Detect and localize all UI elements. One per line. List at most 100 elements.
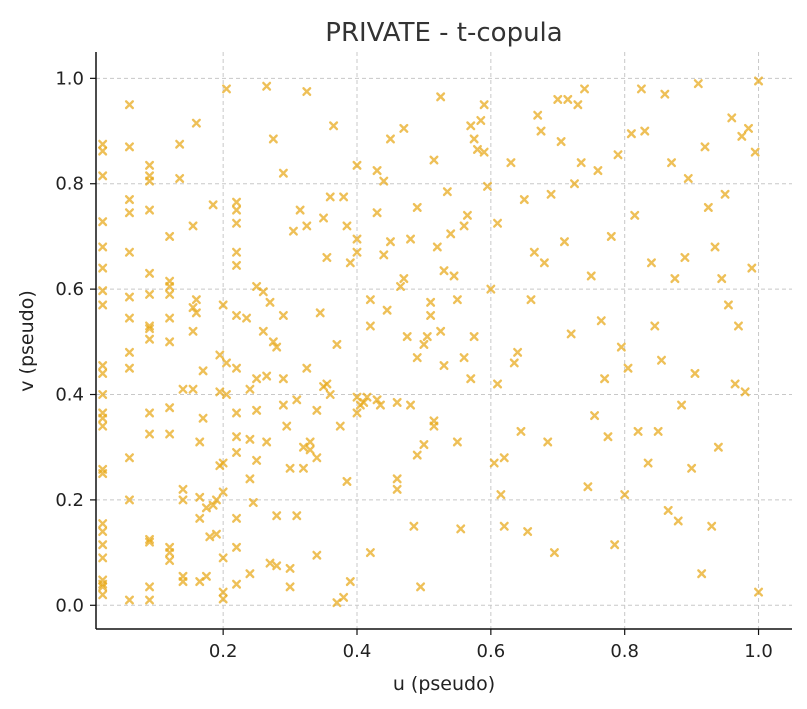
- data-point: [302, 363, 312, 373]
- data-point: [124, 313, 134, 323]
- data-point: [352, 392, 362, 402]
- grid-lines: [96, 52, 792, 629]
- data-point: [258, 326, 268, 336]
- data-point: [469, 332, 479, 342]
- data-point: [319, 213, 329, 223]
- x-tick-label: 0.8: [610, 641, 639, 662]
- data-point: [539, 258, 549, 268]
- data-point: [352, 408, 362, 418]
- data-point: [713, 442, 723, 452]
- data-point: [124, 595, 134, 605]
- data-point: [312, 453, 322, 463]
- data-point: [215, 350, 225, 360]
- data-point: [446, 229, 456, 239]
- data-point: [606, 231, 616, 241]
- data-point: [372, 208, 382, 218]
- data-point: [452, 295, 462, 305]
- data-point: [516, 426, 526, 436]
- data-point: [232, 310, 242, 320]
- data-point: [590, 411, 600, 421]
- data-point: [499, 453, 509, 463]
- data-point: [342, 221, 352, 231]
- data-point: [145, 429, 155, 439]
- data-point: [640, 126, 650, 136]
- data-point: [385, 134, 395, 144]
- data-point: [268, 134, 278, 144]
- data-point: [697, 569, 707, 579]
- data-point: [124, 495, 134, 505]
- data-point: [175, 173, 185, 183]
- data-point: [680, 253, 690, 263]
- data-point: [232, 579, 242, 589]
- data-point: [489, 458, 499, 468]
- data-point: [402, 332, 412, 342]
- data-point: [218, 458, 228, 468]
- data-point: [573, 100, 583, 110]
- data-point: [252, 455, 262, 465]
- data-point: [312, 405, 322, 415]
- data-point: [98, 582, 108, 592]
- data-point: [188, 326, 198, 336]
- x-tick-label: 0.6: [477, 641, 506, 662]
- data-point: [750, 147, 760, 157]
- data-point: [409, 521, 419, 531]
- data-point: [252, 374, 262, 384]
- data-point: [754, 76, 764, 86]
- data-point: [232, 197, 242, 207]
- data-point: [98, 368, 108, 378]
- data-point: [509, 358, 519, 368]
- data-point: [98, 263, 108, 273]
- data-point: [365, 548, 375, 558]
- data-point: [566, 329, 576, 339]
- data-point: [379, 250, 389, 260]
- data-point: [493, 379, 503, 389]
- data-point: [145, 582, 155, 592]
- data-point: [406, 234, 416, 244]
- data-point: [439, 361, 449, 371]
- data-point: [222, 84, 231, 94]
- data-point: [98, 553, 108, 563]
- data-point: [372, 395, 382, 405]
- data-point: [352, 247, 362, 257]
- y-tick-label: 0.8: [55, 174, 84, 195]
- data-point: [660, 89, 670, 99]
- data-point: [201, 503, 211, 513]
- data-point: [683, 173, 693, 183]
- data-point: [178, 495, 188, 505]
- data-point: [730, 379, 740, 389]
- data-point: [623, 363, 633, 373]
- data-point: [483, 181, 492, 191]
- data-point: [124, 292, 134, 302]
- data-point: [650, 321, 660, 331]
- data-point: [124, 100, 134, 110]
- data-point: [673, 516, 683, 526]
- data-point: [426, 297, 436, 307]
- data-point: [740, 387, 750, 397]
- x-tick-label: 0.4: [343, 641, 372, 662]
- data-point: [737, 131, 747, 141]
- data-point: [302, 221, 312, 231]
- data-point: [302, 87, 312, 97]
- data-point: [248, 498, 258, 508]
- data-point: [145, 289, 155, 299]
- data-point: [198, 413, 208, 423]
- data-point: [399, 274, 409, 284]
- data-point: [222, 390, 231, 400]
- data-point: [145, 408, 155, 418]
- data-point: [496, 490, 506, 500]
- data-point: [747, 263, 757, 273]
- data-point: [265, 558, 275, 568]
- data-point: [429, 416, 439, 426]
- data-point: [543, 437, 553, 447]
- data-point: [145, 324, 155, 334]
- data-point: [145, 205, 155, 215]
- data-point: [188, 303, 198, 313]
- data-point: [278, 374, 288, 384]
- data-point: [476, 116, 486, 126]
- data-point: [258, 287, 268, 297]
- data-point: [533, 110, 543, 120]
- data-point: [469, 134, 479, 144]
- data-point: [262, 371, 272, 381]
- data-point: [232, 363, 242, 373]
- data-point: [315, 308, 325, 318]
